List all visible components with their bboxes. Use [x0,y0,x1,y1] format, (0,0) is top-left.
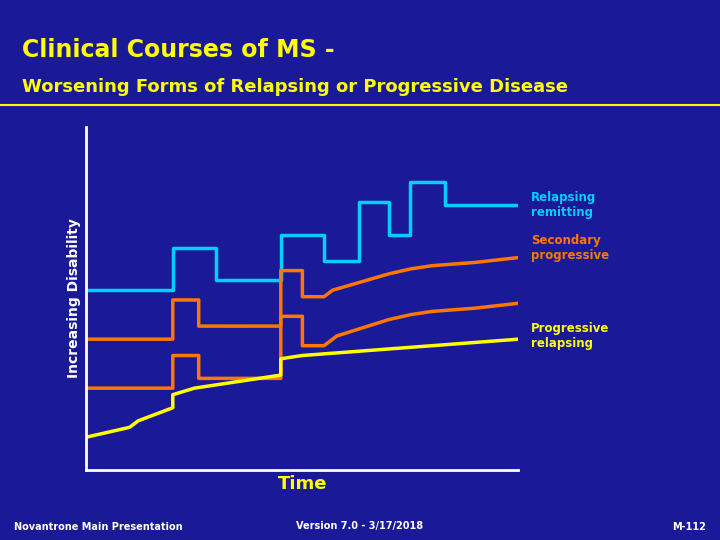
Y-axis label: Increasing Disability: Increasing Disability [67,218,81,379]
Text: M-112: M-112 [672,522,706,531]
Text: Clinical Courses of MS -: Clinical Courses of MS - [22,38,334,62]
Text: Worsening Forms of Relapsing or Progressive Disease: Worsening Forms of Relapsing or Progress… [22,78,567,96]
Text: Progressive
relapsing: Progressive relapsing [531,322,610,350]
Text: Version 7.0 - 3/17/2018: Version 7.0 - 3/17/2018 [297,522,423,531]
Text: Novantrone Main Presentation: Novantrone Main Presentation [14,522,183,531]
X-axis label: Time: Time [278,475,327,494]
Text: Secondary
progressive: Secondary progressive [531,234,610,262]
Text: Relapsing
remitting: Relapsing remitting [531,191,597,219]
